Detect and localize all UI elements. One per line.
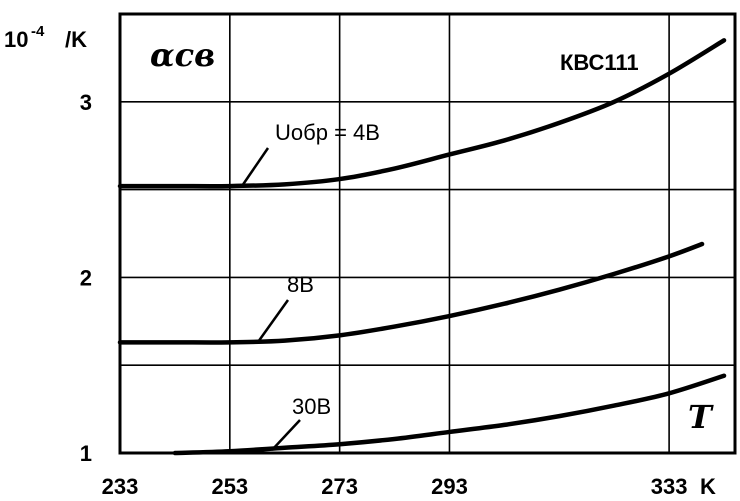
y-tick-label: 1 <box>80 441 92 466</box>
chart-title: КВС111 <box>560 50 639 75</box>
x-tick-labels: 233 253 273 293 333 <box>102 474 688 499</box>
series-label-8v: 8В <box>287 272 314 297</box>
y-tick-labels: 1 2 3 <box>80 90 92 466</box>
series-label-leader <box>271 419 301 451</box>
series-label-leader <box>240 147 270 187</box>
series-line-8v <box>117 241 705 345</box>
x-tick-label: 333 <box>651 474 688 499</box>
x-axis-symbol: T <box>688 398 714 436</box>
series-curves <box>117 38 727 456</box>
series-line-30v <box>172 373 727 456</box>
y-axis-unit-suffix: /K <box>65 27 87 52</box>
x-tick-label: 273 <box>321 474 358 499</box>
x-tick-label: 293 <box>431 474 468 499</box>
grid-lines <box>119 14 735 453</box>
series-line-4v <box>117 38 727 189</box>
y-tick-label: 3 <box>80 90 92 115</box>
plot-frame <box>118 12 737 455</box>
x-tick-label: 253 <box>211 474 248 499</box>
series-label-30v: 30В <box>292 394 331 419</box>
y-axis-symbol: αсв <box>150 36 215 74</box>
x-axis-unit: K <box>700 474 716 499</box>
annotation-leaders <box>240 147 301 451</box>
series-label-4v: Uобр = 4В <box>275 120 380 145</box>
y-tick-label: 2 <box>80 265 92 290</box>
y-axis-unit-exponent: -4 <box>31 23 45 40</box>
y-axis-unit-base: 10 <box>4 27 28 52</box>
series-labels: Uобр = 4В 8В 30В <box>275 120 380 419</box>
series-label-leader <box>256 299 290 343</box>
x-tick-label: 233 <box>102 474 139 499</box>
